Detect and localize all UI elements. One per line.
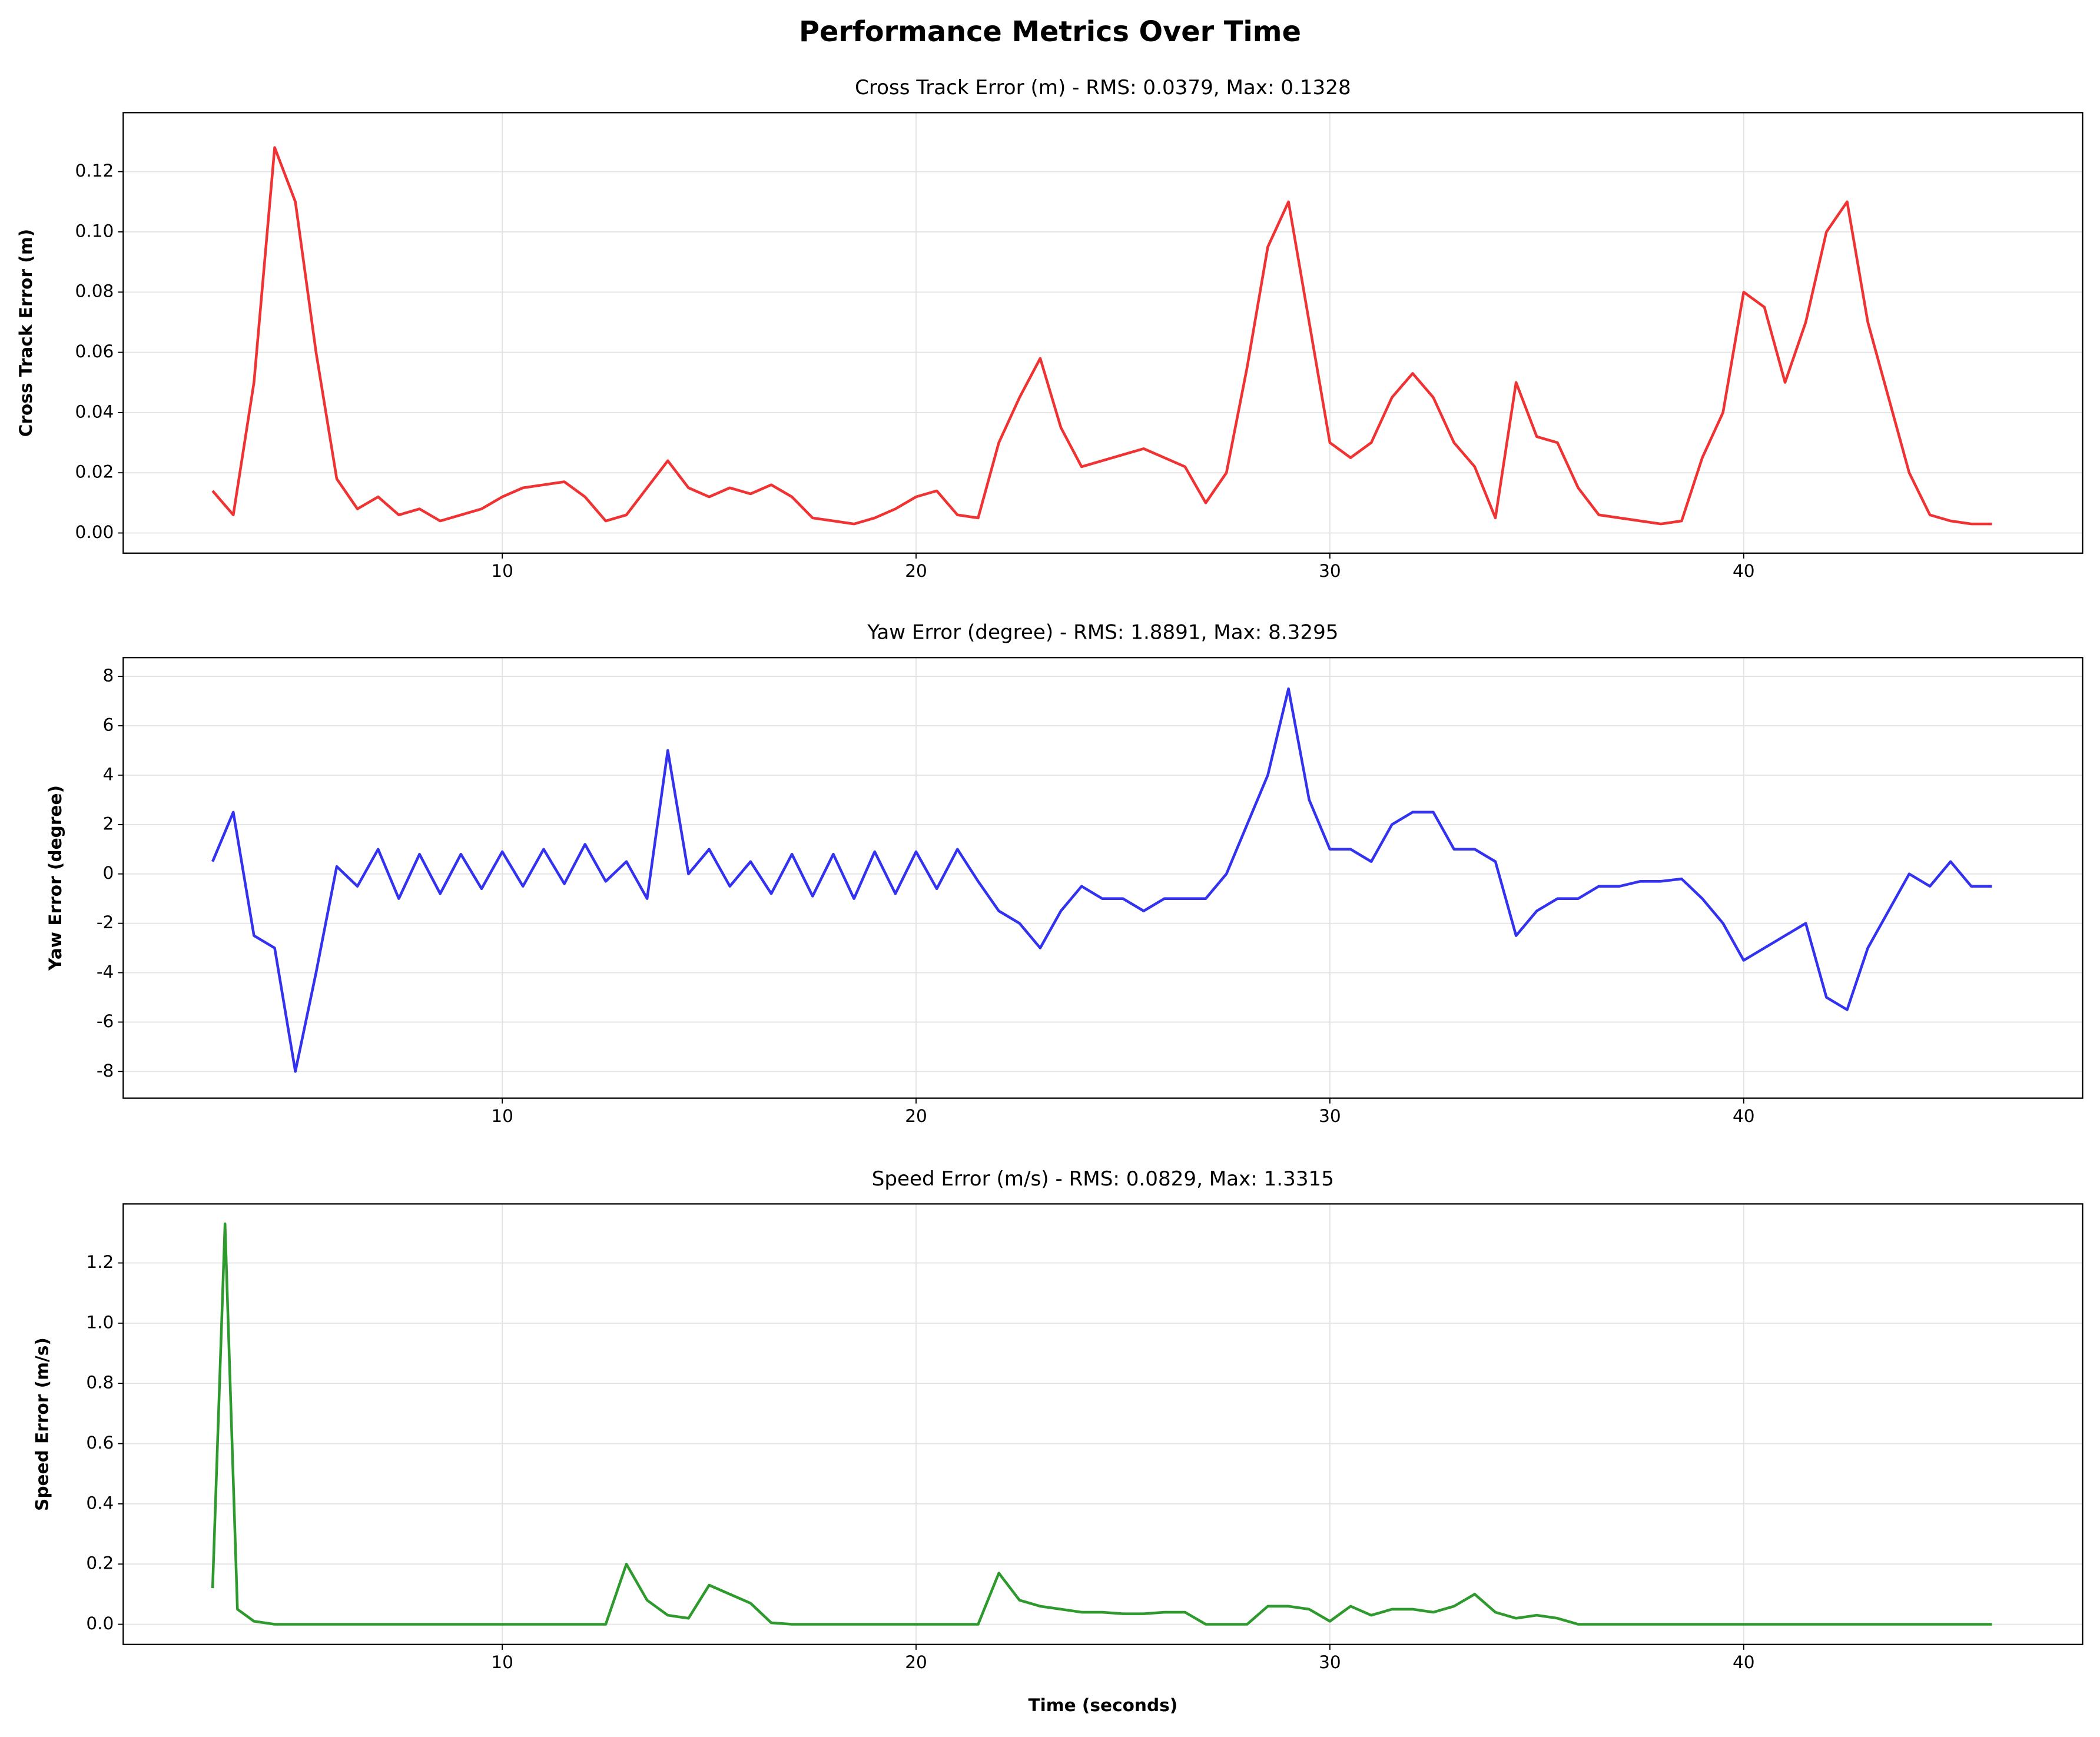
- y-tick-label: 4: [103, 764, 114, 784]
- y-tick-label: 1.2: [86, 1252, 114, 1272]
- y-tick-label: 0.4: [86, 1493, 114, 1513]
- x-tick-label: 30: [1319, 1652, 1341, 1672]
- y-tick-label: 0.6: [86, 1433, 114, 1453]
- y-tick-label: 0.08: [75, 281, 114, 301]
- y-tick-label: -2: [97, 912, 114, 932]
- data-line: [211, 687, 1992, 1073]
- x-tick-label: 40: [1733, 1652, 1755, 1672]
- y-axis-label: Yaw Error (degree): [45, 785, 65, 971]
- y-tick-label: 6: [103, 715, 114, 735]
- y-tick-label: 0: [103, 863, 114, 883]
- y-tick-label: -6: [97, 1011, 114, 1031]
- y-tick-label: 0.06: [75, 341, 114, 361]
- subplot-title: Speed Error (m/s) - RMS: 0.0829, Max: 1.…: [872, 1167, 1334, 1191]
- y-tick-label: 0.0: [86, 1613, 114, 1633]
- data-line: [211, 1222, 1992, 1626]
- x-tick-label: 10: [491, 1652, 513, 1672]
- y-tick-label: 0.00: [75, 522, 114, 542]
- y-tick-label: 1.0: [86, 1312, 114, 1332]
- x-tick-label: 20: [905, 1106, 927, 1126]
- x-axis-label: Time (seconds): [1028, 1695, 1177, 1715]
- y-tick-label: -8: [97, 1061, 114, 1081]
- plot-frame: [122, 1203, 2084, 1645]
- x-tick-label: 40: [1733, 1106, 1755, 1126]
- y-tick-label: 2: [103, 813, 114, 833]
- subplot-title: Cross Track Error (m) - RMS: 0.0379, Max…: [855, 76, 1351, 99]
- plot-frame: [122, 657, 2084, 1099]
- x-tick-label: 30: [1319, 1106, 1341, 1126]
- y-tick-label: 0.10: [75, 221, 114, 241]
- y-tick-label: -4: [97, 962, 114, 982]
- y-tick-label: 0.12: [75, 161, 114, 181]
- y-axis-label: Cross Track Error (m): [16, 229, 36, 437]
- x-tick-label: 20: [905, 561, 927, 581]
- x-tick-label: 10: [491, 1106, 513, 1126]
- x-tick-label: 30: [1319, 561, 1341, 581]
- y-tick-label: 0.02: [75, 462, 114, 482]
- x-tick-label: 40: [1733, 561, 1755, 581]
- y-tick-label: 0.8: [86, 1373, 114, 1393]
- y-tick-label: 0.04: [75, 401, 114, 421]
- x-tick-label: 10: [491, 561, 513, 581]
- subplot-title: Yaw Error (degree) - RMS: 1.8891, Max: 8…: [867, 621, 1338, 645]
- plot-frame: [122, 112, 2084, 554]
- y-axis-label: Speed Error (m/s): [32, 1337, 52, 1511]
- y-tick-label: 0.2: [86, 1553, 114, 1573]
- figure-title: Performance Metrics Over Time: [799, 16, 1301, 48]
- y-tick-label: 8: [103, 666, 114, 686]
- x-tick-label: 20: [905, 1652, 927, 1672]
- data-line: [211, 146, 1992, 526]
